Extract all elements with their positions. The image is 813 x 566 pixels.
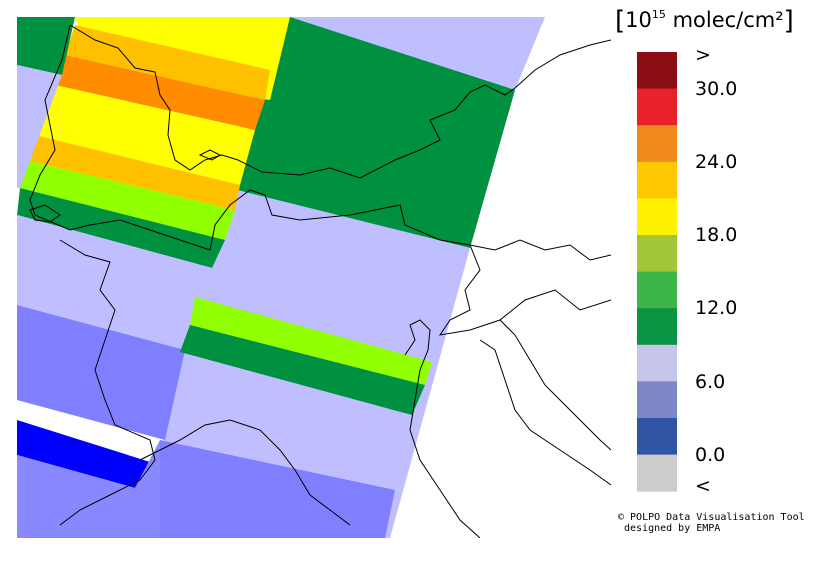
legend-color-box-10 xyxy=(637,418,677,456)
lake-geneva xyxy=(29,204,61,223)
satellite-swaths xyxy=(17,17,545,538)
swath-green-nw xyxy=(17,17,75,75)
map-area xyxy=(17,17,611,538)
swath-orange-light-2 xyxy=(25,135,240,210)
credit-line-2: designed by EMPA xyxy=(624,523,721,534)
swath-green-2 xyxy=(180,325,425,415)
legend-color-box-4 xyxy=(637,198,677,236)
swath-green-west xyxy=(17,188,225,268)
swath-blue-mid-1 xyxy=(17,305,185,440)
legend-tick-0: 0.0 xyxy=(695,444,726,466)
coast-istria-east xyxy=(499,319,611,451)
border-switzerland-north xyxy=(29,24,91,231)
legend-color-box-2 xyxy=(637,125,677,163)
legend-over-label: > xyxy=(695,44,711,66)
unit-text: molec/cm² xyxy=(665,8,784,32)
coast-istria-dalmatia xyxy=(479,339,611,486)
legend-under-label: < xyxy=(695,475,711,497)
lake-constance xyxy=(198,149,222,161)
swath-blue-deep xyxy=(17,420,150,488)
swath-east-green xyxy=(237,17,515,248)
legend-color-box-5 xyxy=(637,235,677,273)
border-switzerland-italy xyxy=(89,189,471,251)
swath-blue-mid-3 xyxy=(160,440,395,538)
legend-color-box-9 xyxy=(637,381,677,419)
border-france-germany xyxy=(69,24,223,171)
border-germany-austria xyxy=(221,84,516,179)
swath-orange-1 xyxy=(55,55,265,130)
coast-liguria xyxy=(139,419,351,526)
legend-color-box-6 xyxy=(637,271,677,309)
legend-color-box-1 xyxy=(637,88,677,126)
swath-lime-1 xyxy=(20,160,235,240)
unit-base: 10 xyxy=(625,8,652,32)
swath-lavender-west xyxy=(17,65,62,188)
color-legend xyxy=(637,52,677,492)
border-austria-slovenia xyxy=(469,239,611,261)
country-borders xyxy=(29,24,611,538)
border-italy-france xyxy=(59,239,156,526)
border-slovenia-croatia xyxy=(438,244,611,336)
credit-line-1: © POLPO Data Visualisation Tool xyxy=(618,512,805,523)
legend-tick-24: 24.0 xyxy=(695,151,738,173)
unit-open-bracket: [ xyxy=(615,6,626,36)
credit-text: © POLPO Data Visualisation Tool designed… xyxy=(618,512,805,534)
swath-lavender-sw xyxy=(17,215,212,350)
border-north-east xyxy=(514,39,611,89)
coast-adriatic-north xyxy=(404,319,481,538)
legend-color-box-8 xyxy=(637,344,677,382)
swath-yellow-2 xyxy=(35,85,255,185)
legend-unit-title: [1015 molec/cm²] xyxy=(615,6,794,36)
unit-exponent: 15 xyxy=(651,8,666,21)
legend-color-box-3 xyxy=(637,161,677,199)
legend-color-box-7 xyxy=(637,308,677,346)
unit-close-bracket: ] xyxy=(783,6,794,36)
swath-orange-light-1 xyxy=(65,25,270,100)
legend-color-box-11 xyxy=(637,454,677,492)
legend-tick-30: 30.0 xyxy=(695,78,738,100)
legend-tick-18: 18.0 xyxy=(695,224,738,246)
legend-tick-6: 6.0 xyxy=(695,371,726,393)
swath-lime-2 xyxy=(190,297,432,385)
legend-tick-12: 12.0 xyxy=(695,297,738,319)
legend-color-box-0 xyxy=(637,52,677,90)
